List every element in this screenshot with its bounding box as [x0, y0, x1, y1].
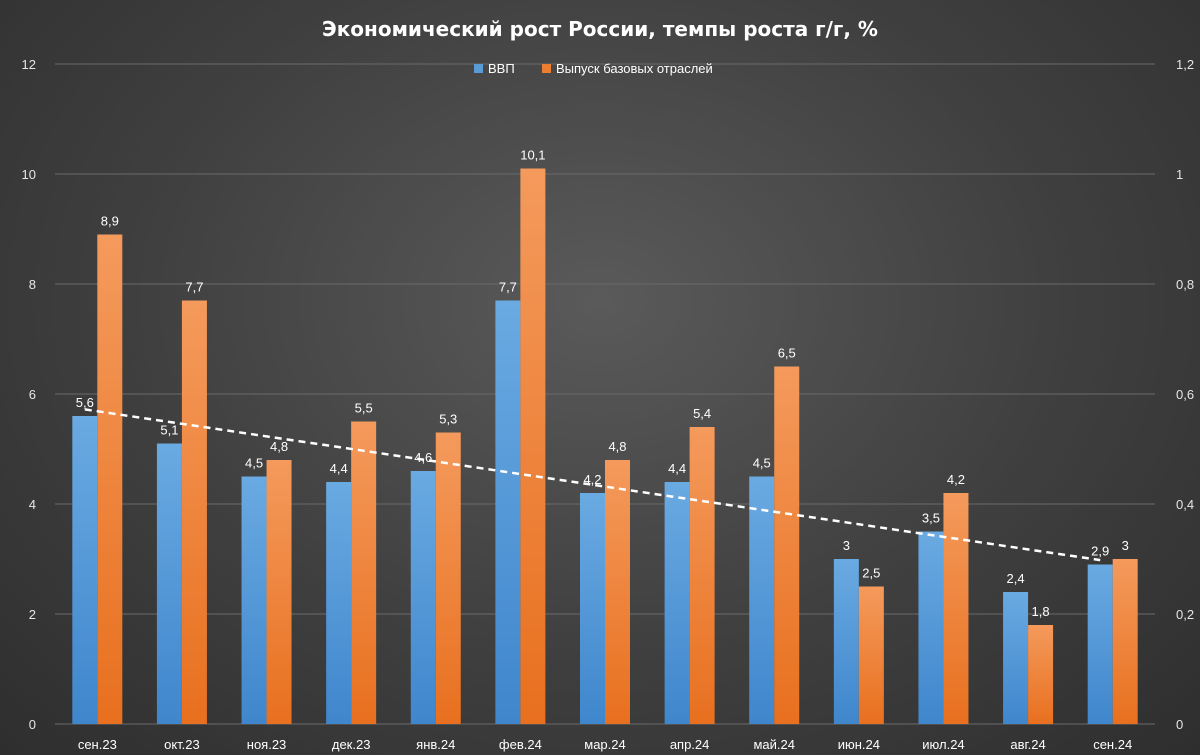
data-label: 7,7: [499, 280, 517, 295]
bar-core-industries: [689, 427, 715, 724]
x-tick-label: фев.24: [499, 737, 542, 752]
bar-gdp: [156, 443, 182, 724]
y-tick-label: 0: [29, 717, 36, 732]
chart-title: Экономический рост России, темпы роста г…: [322, 17, 878, 41]
bar-gdp: [326, 482, 352, 724]
x-tick-label: авг.24: [1010, 737, 1045, 752]
data-label: 4,5: [245, 456, 263, 471]
x-tick-label: сен.24: [1093, 737, 1132, 752]
y2-tick-label: 0,2: [1176, 607, 1194, 622]
legend: ВВП Выпуск базовых отраслей: [474, 61, 713, 76]
bar-gdp: [833, 559, 859, 724]
data-label: 1,8: [1032, 604, 1050, 619]
y2-tick-label: 1,2: [1176, 57, 1194, 72]
y2-tick-label: 1: [1176, 167, 1183, 182]
bar-gdp: [580, 493, 605, 724]
y-tick-label: 2: [29, 607, 36, 622]
data-label: 8,9: [101, 214, 119, 229]
bar-gdp: [664, 482, 690, 724]
bar-gdp: [241, 476, 267, 724]
data-label: 3: [843, 538, 850, 553]
data-label: 3,5: [922, 511, 940, 526]
y-tick-label: 8: [29, 277, 36, 292]
x-tick-label: ноя.23: [247, 737, 287, 752]
y-axis-left: 0 2 4 6 8 10 12: [22, 57, 36, 732]
x-tick-label: янв.24: [416, 737, 455, 752]
data-label: 4,8: [608, 439, 626, 454]
x-axis: сен.23 окт.23 ноя.23 дек.23 янв.24 фев.24 мар.…: [78, 737, 1132, 752]
x-tick-label: июн.24: [838, 737, 880, 752]
bars: [72, 168, 1138, 724]
y-tick-label: 12: [22, 57, 36, 72]
data-label: 2,4: [1007, 571, 1025, 586]
bar-core-industries: [266, 460, 292, 724]
bar-gdp: [1003, 592, 1029, 724]
bar-core-industries: [97, 234, 123, 724]
data-label: 10,1: [520, 148, 545, 163]
data-label: 5,5: [355, 401, 373, 416]
y2-tick-label: 0: [1176, 717, 1183, 732]
bar-core-industries: [858, 586, 884, 724]
bar-core-industries: [520, 168, 546, 724]
data-label: 5,4: [693, 406, 711, 421]
bar-gdp: [72, 416, 98, 724]
bar-core-industries: [351, 421, 377, 724]
bar-gdp: [495, 300, 521, 724]
bar-gdp: [749, 476, 775, 724]
legend-swatch-gdp: [474, 64, 483, 73]
x-tick-label: мар.24: [584, 737, 625, 752]
legend-label-core: Выпуск базовых отраслей: [556, 61, 713, 76]
y-tick-label: 10: [22, 167, 36, 182]
legend-label-gdp: ВВП: [488, 61, 515, 76]
bar-gdp: [1087, 564, 1113, 724]
data-label: 4,8: [270, 439, 288, 454]
data-label: 5,6: [76, 395, 94, 410]
bar-core-industries: [605, 460, 630, 724]
data-label: 2,5: [862, 566, 880, 581]
legend-swatch-core: [542, 64, 551, 73]
y2-tick-label: 0,4: [1176, 497, 1194, 512]
x-tick-label: окт.23: [164, 737, 200, 752]
y-tick-label: 6: [29, 387, 36, 402]
data-label: 4,2: [583, 472, 601, 487]
bar-gdp: [918, 531, 944, 724]
y2-tick-label: 0,8: [1176, 277, 1194, 292]
x-tick-label: апр.24: [670, 737, 710, 752]
data-label: 2,9: [1091, 544, 1109, 559]
bar-core-industries: [774, 366, 800, 724]
data-label: 4,2: [947, 472, 965, 487]
data-label: 4,6: [414, 450, 432, 465]
y-axis-right: 0 0,2 0,4 0,6 0,8 1 1,2: [1176, 57, 1194, 732]
trendline-gdp: [84, 408, 1101, 562]
data-label: 6,5: [778, 346, 796, 361]
data-label: 7,7: [185, 280, 203, 295]
data-label: 4,5: [753, 456, 771, 471]
x-tick-label: июл.24: [922, 737, 964, 752]
y-tick-label: 4: [29, 497, 36, 512]
x-tick-label: дек.23: [332, 737, 371, 752]
bar-core-industries: [1028, 625, 1054, 724]
data-label: 5,1: [160, 423, 178, 438]
x-tick-label: май.24: [753, 737, 795, 752]
trendline: [84, 408, 1101, 562]
y2-tick-label: 0,6: [1176, 387, 1194, 402]
bar-gdp: [410, 471, 436, 724]
bar-core-industries: [435, 432, 461, 724]
data-label: 3: [1122, 538, 1129, 553]
bar-core-industries: [181, 300, 207, 724]
data-label: 4,4: [668, 461, 686, 476]
x-tick-label: сен.23: [78, 737, 117, 752]
data-labels: 5,6 8,9 5,1 7,7 4,5 4,8 4,4 5,5 4,6 5,3 7,7 10,1 4,2…: [76, 148, 1129, 620]
bar-core-industries: [1112, 559, 1138, 724]
data-label: 4,4: [330, 461, 348, 476]
bar-core-industries: [943, 493, 969, 724]
data-label: 5,3: [439, 412, 457, 427]
